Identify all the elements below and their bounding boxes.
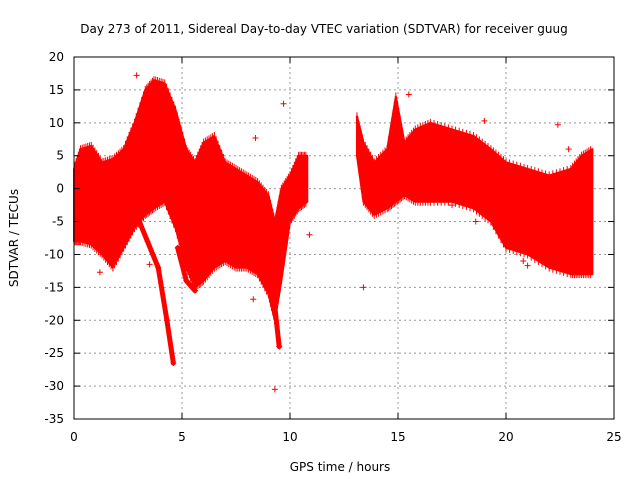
x-tick-label: 5 <box>178 430 186 444</box>
y-tick-label: -25 <box>44 346 64 360</box>
y-tick-label: 0 <box>56 182 64 196</box>
data-point <box>155 264 162 271</box>
y-tick-label: 20 <box>49 50 64 64</box>
y-tick-label: -30 <box>44 379 64 393</box>
x-tick-label: 15 <box>390 430 405 444</box>
data-point <box>174 244 181 251</box>
chart-title: Day 273 of 2011, Sidereal Day-to-day VTE… <box>80 22 568 36</box>
data-point <box>360 284 367 291</box>
plot-border <box>73 56 615 420</box>
y-axis-label: SDTVAR / TECUs <box>7 189 21 287</box>
y-tick-label: -20 <box>44 313 64 327</box>
y-tick-label: -5 <box>52 215 64 229</box>
data-point <box>133 211 140 218</box>
data-point <box>481 117 488 124</box>
x-tick-label: 25 <box>606 430 621 444</box>
data-point <box>144 238 151 245</box>
data-point <box>405 91 412 98</box>
y-tick-label: -35 <box>44 412 64 426</box>
data-point <box>183 277 190 284</box>
x-tick-label: 20 <box>498 430 513 444</box>
data-point <box>472 218 479 225</box>
data-point <box>449 202 455 209</box>
data-point <box>252 134 259 141</box>
x-tick-label: 0 <box>70 430 78 444</box>
data-point <box>520 258 527 265</box>
data-point <box>280 100 287 107</box>
data-point <box>170 360 177 367</box>
data-point <box>146 261 153 268</box>
y-tick-label: -10 <box>44 247 64 261</box>
x-axis-label: GPS time / hours <box>290 460 391 474</box>
y-tick-label: 5 <box>56 149 64 163</box>
data-point <box>276 343 283 350</box>
data-point <box>133 72 140 79</box>
data-point <box>265 264 272 271</box>
data-point <box>250 296 257 303</box>
data-point <box>524 262 531 269</box>
data-layer <box>73 72 594 393</box>
data-point <box>96 269 103 276</box>
data-point <box>306 231 313 238</box>
y-tick-label: 10 <box>49 116 64 130</box>
data-point <box>191 287 198 294</box>
y-tick-label: -15 <box>44 280 64 294</box>
data-point <box>163 317 170 324</box>
data-point <box>271 304 278 311</box>
y-tick-label: 15 <box>49 83 64 97</box>
data-point <box>271 386 278 393</box>
data-point <box>565 146 572 153</box>
axis-ticks: 0 5 10 15 20 25 20 15 10 5 0 -5 -10 -15 -20 -25 -30 -35 <box>44 50 621 444</box>
data-point <box>554 121 561 128</box>
x-tick-label: 10 <box>282 430 297 444</box>
